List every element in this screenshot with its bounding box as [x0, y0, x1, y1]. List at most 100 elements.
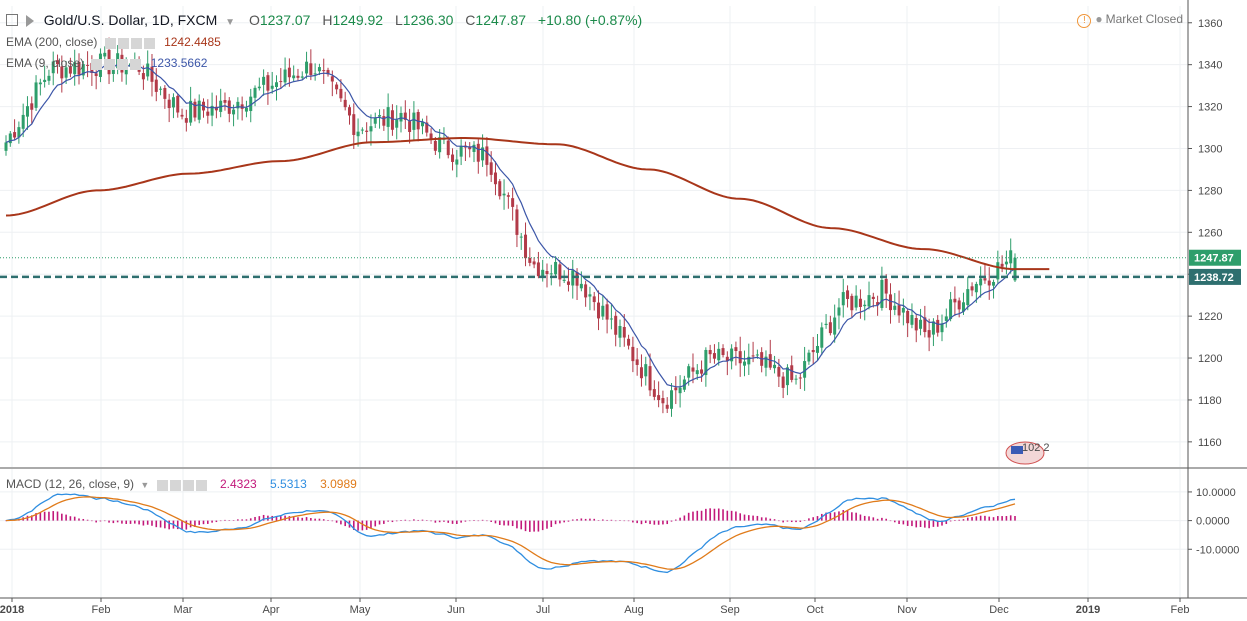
candle-body [957, 300, 961, 310]
candle [519, 233, 523, 250]
candle [790, 355, 794, 383]
candle-body [777, 367, 781, 377]
candle-body [828, 322, 832, 334]
macd-legend[interactable]: MACD (12, 26, close, 9) ▼ 2.4323 5.5313 … [6, 477, 357, 492]
candle-body [678, 387, 682, 394]
market-status: ! ● Market Closed [1077, 12, 1183, 28]
macd-hist-bar [39, 512, 42, 521]
candle-body [253, 87, 257, 98]
candle-body [8, 133, 12, 144]
low-value: 1236.30 [402, 12, 454, 28]
candle [390, 104, 394, 136]
candle-body [154, 79, 158, 92]
macd-hist-bar [438, 520, 441, 523]
macd-hist-bar [146, 520, 149, 525]
indicator-buttons[interactable] [91, 57, 143, 71]
candle [163, 85, 167, 109]
macd-hist-bar [769, 518, 772, 521]
indicator-buttons[interactable] [156, 478, 209, 492]
candle [202, 98, 206, 118]
candle [1004, 250, 1008, 275]
candle [609, 304, 613, 330]
candle [987, 267, 991, 300]
macd-hist-bar [730, 510, 733, 521]
symbol-title[interactable]: Gold/U.S. Dollar, 1D, FXCM [43, 12, 218, 28]
settings-icon [117, 38, 129, 50]
candle [343, 91, 347, 111]
ema200-line [5, 137, 1050, 271]
macd-hist-bar [735, 511, 737, 521]
candle-body [515, 209, 519, 235]
macd-hist-bar [189, 520, 192, 528]
macd-hist-bar [790, 520, 793, 523]
candle-body [395, 119, 399, 128]
status-dot-icon: ● [1095, 12, 1103, 26]
macd-hist-bar [717, 508, 720, 521]
candle-body [390, 110, 394, 130]
candle-body [150, 66, 154, 82]
candle-body [489, 162, 493, 175]
candle-body [708, 350, 712, 355]
candle [618, 319, 622, 348]
macd-hist-bar [155, 520, 158, 528]
macd-hist-bar [778, 520, 780, 522]
candle-body [30, 103, 34, 110]
candle-body [159, 88, 163, 90]
candle-body [605, 304, 609, 320]
candle-body [936, 319, 940, 333]
candle [335, 82, 339, 95]
candle-body [618, 325, 622, 338]
candle-body [751, 355, 755, 357]
candle [824, 314, 828, 329]
macd-hist-bar [30, 515, 33, 521]
macd-hist-bar [185, 520, 188, 530]
ema200-legend[interactable]: EMA (200, close) 1242.4485 [6, 35, 221, 50]
macd-hist-bar [331, 520, 334, 522]
macd-hist-bar [786, 520, 789, 522]
macd-hist-bar [473, 519, 475, 521]
ema200-value: 1242.4485 [164, 35, 221, 49]
candle [56, 54, 60, 74]
macd-hist-bar [945, 520, 948, 525]
candle-body [249, 96, 253, 112]
time-tick-label: Jul [536, 604, 550, 616]
chevron-down-icon[interactable]: ▼ [225, 17, 236, 28]
candle-body [519, 236, 523, 238]
candle [322, 58, 326, 84]
candle [622, 314, 626, 347]
macd-hist-bar [468, 520, 471, 522]
change-value: +10.80 (+0.87%) [537, 12, 643, 28]
candle [588, 286, 592, 311]
candle [554, 256, 558, 278]
macd-hist-bar [516, 520, 518, 529]
ema9-legend[interactable]: EMA (9, close) 1233.5662 [6, 56, 207, 71]
candle [240, 96, 244, 121]
candle-body [330, 76, 334, 82]
macd-hist-bar [614, 520, 617, 522]
collapse-icon[interactable] [6, 14, 18, 26]
price-label-text: 1247.87 [1194, 253, 1234, 265]
candle-body [562, 279, 566, 281]
candle-body [764, 356, 768, 368]
macd-hist-bar [383, 520, 385, 524]
macd-hist-bar [95, 520, 97, 523]
candle-body [742, 361, 747, 366]
candle [760, 347, 764, 373]
candle [451, 148, 455, 171]
candle-body [77, 61, 81, 75]
candle [803, 346, 807, 391]
candle [983, 264, 987, 284]
candle-body [476, 143, 480, 162]
candle-body [536, 262, 540, 277]
macd-hist-bar [408, 520, 411, 522]
candle [979, 266, 983, 298]
candle [897, 290, 901, 323]
macd-hist-bar [258, 516, 261, 521]
indicator-buttons[interactable] [104, 36, 157, 50]
warning-icon[interactable]: ! [1077, 14, 1092, 28]
candle [858, 289, 862, 319]
macd-hist-bar [863, 515, 866, 521]
price-tick-label: 1180 [1198, 395, 1222, 407]
macd-hist-bar [425, 520, 428, 521]
